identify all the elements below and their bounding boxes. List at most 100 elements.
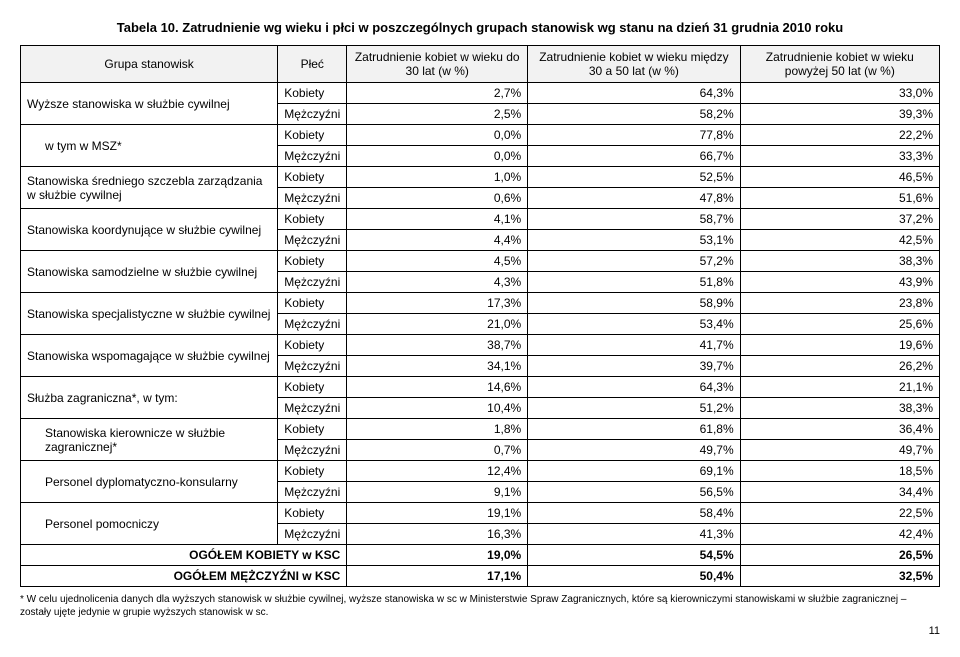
group-label: Stanowiska koordynujące w służbie cywiln…: [21, 209, 278, 251]
gender-cell: Mężczyźni: [278, 272, 347, 293]
group-label: Stanowiska samodzielne w służbie cywilne…: [21, 251, 278, 293]
value-cell: 33,3%: [740, 146, 939, 167]
value-cell: 39,7%: [528, 356, 740, 377]
table-row: Stanowiska kierownicze w służbie zagrani…: [21, 419, 940, 440]
total-value: 17,1%: [347, 566, 528, 587]
gender-cell: Mężczyźni: [278, 524, 347, 545]
gender-cell: Kobiety: [278, 335, 347, 356]
value-cell: 39,3%: [740, 104, 939, 125]
value-cell: 53,4%: [528, 314, 740, 335]
header-col1: Zatrudnienie kobiet w wieku do 30 lat (w…: [347, 46, 528, 83]
page-number: 11: [20, 625, 940, 637]
gender-cell: Mężczyźni: [278, 146, 347, 167]
value-cell: 53,1%: [528, 230, 740, 251]
value-cell: 36,4%: [740, 419, 939, 440]
gender-cell: Kobiety: [278, 83, 347, 104]
gender-cell: Kobiety: [278, 125, 347, 146]
value-cell: 42,5%: [740, 230, 939, 251]
value-cell: 38,7%: [347, 335, 528, 356]
group-label: Wyższe stanowiska w służbie cywilnej: [21, 83, 278, 125]
value-cell: 51,6%: [740, 188, 939, 209]
gender-cell: Kobiety: [278, 209, 347, 230]
table-row: Wyższe stanowiska w służbie cywilnejKobi…: [21, 83, 940, 104]
value-cell: 26,2%: [740, 356, 939, 377]
table-row: Stanowiska samodzielne w służbie cywilne…: [21, 251, 940, 272]
header-col2: Zatrudnienie kobiet w wieku między 30 a …: [528, 46, 740, 83]
value-cell: 58,9%: [528, 293, 740, 314]
value-cell: 64,3%: [528, 83, 740, 104]
table-title: Tabela 10. Zatrudnienie wg wieku i płci …: [20, 20, 940, 35]
gender-cell: Kobiety: [278, 419, 347, 440]
value-cell: 69,1%: [528, 461, 740, 482]
value-cell: 34,1%: [347, 356, 528, 377]
value-cell: 56,5%: [528, 482, 740, 503]
value-cell: 14,6%: [347, 377, 528, 398]
gender-cell: Mężczyźni: [278, 188, 347, 209]
value-cell: 51,8%: [528, 272, 740, 293]
table-row: Stanowiska średniego szczebla zarządzani…: [21, 167, 940, 188]
value-cell: 37,2%: [740, 209, 939, 230]
value-cell: 52,5%: [528, 167, 740, 188]
total-label: OGÓŁEM KOBIETY w KSC: [21, 545, 347, 566]
table-row: Personel pomocniczyKobiety19,1%58,4%22,5…: [21, 503, 940, 524]
value-cell: 0,0%: [347, 146, 528, 167]
group-label: Służba zagraniczna*, w tym:: [21, 377, 278, 419]
value-cell: 0,7%: [347, 440, 528, 461]
value-cell: 10,4%: [347, 398, 528, 419]
value-cell: 49,7%: [740, 440, 939, 461]
value-cell: 77,8%: [528, 125, 740, 146]
value-cell: 46,5%: [740, 167, 939, 188]
gender-cell: Kobiety: [278, 293, 347, 314]
value-cell: 16,3%: [347, 524, 528, 545]
value-cell: 33,0%: [740, 83, 939, 104]
gender-cell: Kobiety: [278, 461, 347, 482]
value-cell: 21,0%: [347, 314, 528, 335]
value-cell: 57,2%: [528, 251, 740, 272]
table-row: Stanowiska specjalistyczne w służbie cyw…: [21, 293, 940, 314]
header-group: Grupa stanowisk: [21, 46, 278, 83]
table-row: Stanowiska koordynujące w służbie cywiln…: [21, 209, 940, 230]
table-row: Służba zagraniczna*, w tym:Kobiety14,6%6…: [21, 377, 940, 398]
gender-cell: Mężczyźni: [278, 104, 347, 125]
value-cell: 22,5%: [740, 503, 939, 524]
value-cell: 18,5%: [740, 461, 939, 482]
value-cell: 0,6%: [347, 188, 528, 209]
value-cell: 4,4%: [347, 230, 528, 251]
value-cell: 19,6%: [740, 335, 939, 356]
gender-cell: Mężczyźni: [278, 356, 347, 377]
gender-cell: Mężczyźni: [278, 230, 347, 251]
footnote: * W celu ujednolicenia danych dla wyższy…: [20, 593, 940, 619]
value-cell: 51,2%: [528, 398, 740, 419]
value-cell: 12,4%: [347, 461, 528, 482]
gender-cell: Kobiety: [278, 503, 347, 524]
value-cell: 4,5%: [347, 251, 528, 272]
total-row: OGÓŁEM MĘŻCZYŹNI w KSC17,1%50,4%32,5%: [21, 566, 940, 587]
group-label: Stanowiska wspomagające w służbie cywiln…: [21, 335, 278, 377]
value-cell: 38,3%: [740, 251, 939, 272]
value-cell: 4,1%: [347, 209, 528, 230]
value-cell: 1,8%: [347, 419, 528, 440]
gender-cell: Kobiety: [278, 167, 347, 188]
value-cell: 41,7%: [528, 335, 740, 356]
gender-cell: Mężczyźni: [278, 440, 347, 461]
group-label: Stanowiska specjalistyczne w służbie cyw…: [21, 293, 278, 335]
gender-cell: Kobiety: [278, 377, 347, 398]
total-label: OGÓŁEM MĘŻCZYŹNI w KSC: [21, 566, 347, 587]
value-cell: 4,3%: [347, 272, 528, 293]
gender-cell: Mężczyźni: [278, 398, 347, 419]
value-cell: 64,3%: [528, 377, 740, 398]
gender-cell: Mężczyźni: [278, 482, 347, 503]
table-row: Personel dyplomatyczno-konsularnyKobiety…: [21, 461, 940, 482]
value-cell: 58,7%: [528, 209, 740, 230]
total-value: 26,5%: [740, 545, 939, 566]
gender-cell: Kobiety: [278, 251, 347, 272]
header-col3: Zatrudnienie kobiet w wieku powyżej 50 l…: [740, 46, 939, 83]
group-label: Personel pomocniczy: [21, 503, 278, 545]
group-label: w tym w MSZ*: [21, 125, 278, 167]
value-cell: 58,2%: [528, 104, 740, 125]
value-cell: 2,5%: [347, 104, 528, 125]
header-gender: Płeć: [278, 46, 347, 83]
value-cell: 61,8%: [528, 419, 740, 440]
value-cell: 9,1%: [347, 482, 528, 503]
value-cell: 66,7%: [528, 146, 740, 167]
